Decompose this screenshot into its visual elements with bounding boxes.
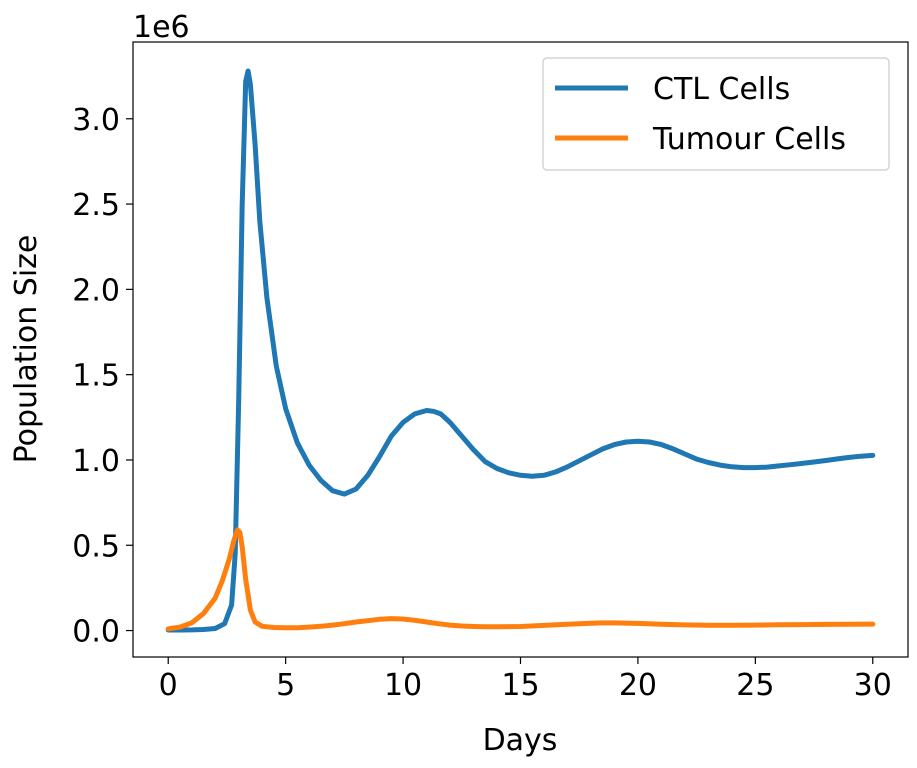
y-tick-label: 0.5 xyxy=(72,529,120,564)
x-tick-label: 10 xyxy=(384,668,422,703)
y-tick-label: 1.0 xyxy=(72,444,120,479)
y-tick-label: 2.5 xyxy=(72,188,120,223)
y-axis-label: Population Size xyxy=(9,235,44,464)
y-axis: 0.0 0.5 1.0 1.5 2.0 2.5 3.0 xyxy=(72,103,133,650)
x-tick-label: 30 xyxy=(854,668,892,703)
y-offset-label: 1e6 xyxy=(133,10,190,45)
series-line-ctl-cells xyxy=(165,68,876,633)
series-line-tumour-cells xyxy=(165,527,876,632)
y-tick-label: 0.0 xyxy=(72,615,120,650)
legend-label-tumour: Tumour Cells xyxy=(652,122,846,157)
legend-label-ctl: CTL Cells xyxy=(653,72,790,107)
x-axis: 0 5 10 15 20 25 30 xyxy=(159,657,892,703)
y-tick-label: 1.5 xyxy=(72,359,120,394)
y-tick-label: 2.0 xyxy=(72,273,120,308)
x-tick-label: 15 xyxy=(501,668,539,703)
legend-box xyxy=(542,57,890,171)
legend: CTL Cells Tumour Cells xyxy=(542,57,890,171)
series-layer xyxy=(165,68,876,633)
x-tick-label: 0 xyxy=(159,668,178,703)
x-tick-label: 20 xyxy=(619,668,657,703)
x-tick-label: 5 xyxy=(276,668,295,703)
y-tick-label: 3.0 xyxy=(72,103,120,138)
x-tick-label: 25 xyxy=(736,668,774,703)
x-axis-label: Days xyxy=(483,723,558,758)
